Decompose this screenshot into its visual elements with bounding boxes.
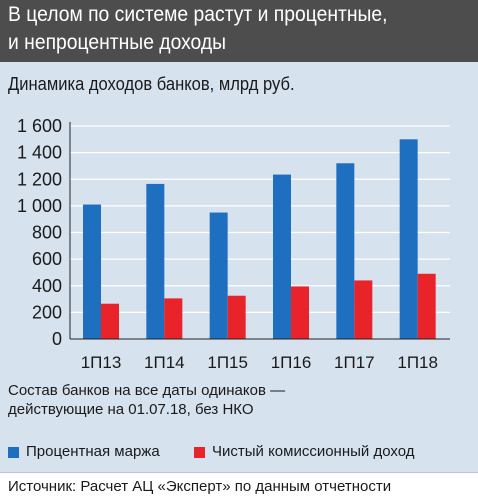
bar-interest-margin [83, 204, 101, 339]
footnote: Состав банков на все даты одинаков — дей… [8, 382, 286, 418]
bar-interest-margin [209, 212, 228, 339]
x-tick-label: 1П18 [397, 353, 438, 372]
source-bar: Источник: Расчет АЦ «Эксперт» по данным … [0, 472, 478, 501]
legend-label: Чистый комиссионный доход [212, 443, 415, 460]
x-tick-label: 1П14 [144, 353, 185, 372]
y-tick-label: 400 [32, 276, 62, 296]
y-tick-label: 1 000 [17, 196, 62, 216]
x-tick-label: 1П16 [271, 353, 312, 372]
bar-commission-income [164, 298, 183, 339]
chart-title: В целом по системе растут и процентные, … [8, 3, 388, 54]
bar-commission-income [227, 295, 246, 339]
axes [69, 122, 450, 340]
legend-swatch-blue [8, 447, 19, 458]
legend-swatch-red [194, 447, 205, 458]
bar-interest-margin [273, 174, 291, 339]
x-tick-label: 1П17 [334, 353, 375, 372]
bar-commission-income [354, 280, 373, 339]
y-tick-label: 1 600 [17, 116, 62, 136]
source-text: Источник: Расчет АЦ «Эксперт» по данным … [8, 478, 392, 495]
bar-interest-margin [146, 183, 165, 339]
y-tick-label: 800 [32, 223, 62, 243]
grid-lines [70, 125, 450, 313]
y-tick-label: 1 200 [17, 169, 62, 189]
bar-interest-margin [399, 139, 418, 339]
chart-panel [0, 62, 478, 472]
y-tick-labels: 0 200 400 600 800 1 000 1 200 1 400 1 600 [17, 116, 62, 349]
x-tick-label: 1П13 [81, 353, 122, 372]
chart-subtitle: Динамика доходов банков, млрд руб. [8, 74, 295, 94]
bar-commission-income [417, 273, 436, 339]
y-tick-label: 600 [32, 249, 62, 269]
bar-commission-income [291, 286, 309, 339]
bar-interest-margin [336, 163, 355, 339]
y-tick-label: 1 400 [17, 143, 62, 163]
title-bar: В целом по системе растут и процентные, … [0, 0, 478, 62]
bar-commission-income [101, 303, 119, 339]
y-tick-label: 0 [52, 329, 62, 349]
legend-label: Процентная маржа [26, 443, 160, 460]
bars [83, 139, 436, 339]
x-tick-label: 1П15 [207, 353, 248, 372]
y-tick-label: 200 [32, 302, 62, 322]
x-tick-labels: 1П13 1П14 1П15 1П16 1П17 1П18 [81, 353, 438, 372]
